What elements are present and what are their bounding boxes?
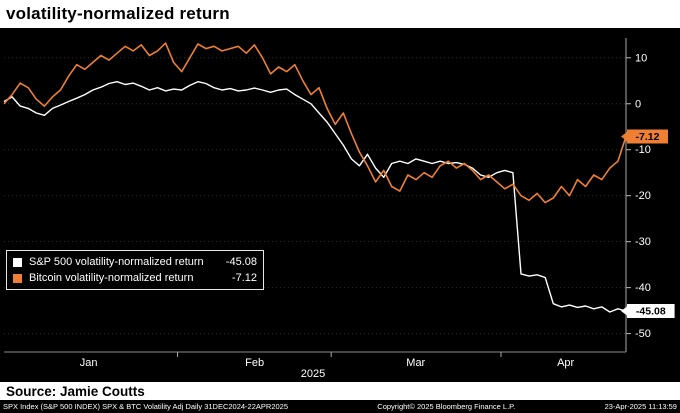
- bitcoin-line: [3, 42, 627, 204]
- sp500-line: [3, 81, 627, 313]
- footer-ticker-info: SPX Index (S&P 500 INDEX) SPX & BTC Vola…: [3, 402, 289, 411]
- bitcoin-last-price-tag: [627, 129, 668, 144]
- x-axis-month-label: Mar: [406, 357, 425, 369]
- y-axis-tick-label: 10: [635, 52, 647, 64]
- legend-value: -45.08: [225, 256, 257, 268]
- chart-legend: S&P 500 volatility-normalized return -45…: [6, 250, 264, 290]
- price-chart: 10 0 -10 -20 -30 -40 -50 Jan Feb Mar Apr -45.08 -7.1…: [3, 38, 675, 369]
- x-axis-month-label: Apr: [557, 357, 574, 369]
- source-bar: Source: Jamie Coutts: [0, 382, 680, 400]
- last-price-pointer: [621, 306, 627, 316]
- y-axis-tick-label: -40: [635, 282, 651, 294]
- legend-item-sp500: S&P 500 volatility-normalized return -45…: [13, 254, 257, 270]
- source-text: Source: Jamie Coutts: [6, 383, 145, 399]
- chart-title-bar: volatility-normalized return: [0, 0, 680, 28]
- last-price-text: -45.08: [636, 305, 666, 317]
- sp500-swatch-icon: [13, 257, 22, 267]
- x-axis-year-label: 2025: [300, 368, 326, 380]
- page-title: volatility-normalized return: [6, 4, 230, 23]
- x-axis-month-label: Jan: [80, 357, 98, 369]
- legend-label: S&P 500 volatility-normalized return: [29, 256, 204, 268]
- y-axis-tick-label: -30: [635, 236, 651, 248]
- legend-label: Bitcoin volatility-normalized return: [29, 272, 194, 284]
- y-axis-tick-label: -20: [635, 190, 651, 202]
- y-axis-tick-label: -10: [635, 144, 651, 156]
- sp500-last-price-tag: [627, 303, 675, 318]
- y-axis-tick-label: 0: [635, 98, 641, 110]
- footer-copyright: Copyright© 2025 Bloomberg Finance L.P.: [377, 402, 516, 411]
- bitcoin-swatch-icon: [13, 273, 22, 283]
- footer-bar: SPX Index (S&P 500 INDEX) SPX & BTC Vola…: [0, 400, 680, 413]
- legend-value: -7.12: [231, 272, 257, 284]
- footer-timestamp: 23-Apr-2025 11:13:59: [604, 402, 677, 411]
- x-axis-month-label: Feb: [245, 357, 264, 369]
- last-price-text: -7.12: [636, 131, 660, 143]
- y-axis-tick-label: -50: [635, 328, 651, 340]
- chart-area: 10 0 -10 -20 -30 -40 -50 Jan Feb Mar Apr -45.08 -7.1…: [0, 28, 680, 382]
- legend-item-bitcoin: Bitcoin volatility-normalized return -7.…: [13, 270, 257, 286]
- last-price-pointer: [621, 131, 627, 141]
